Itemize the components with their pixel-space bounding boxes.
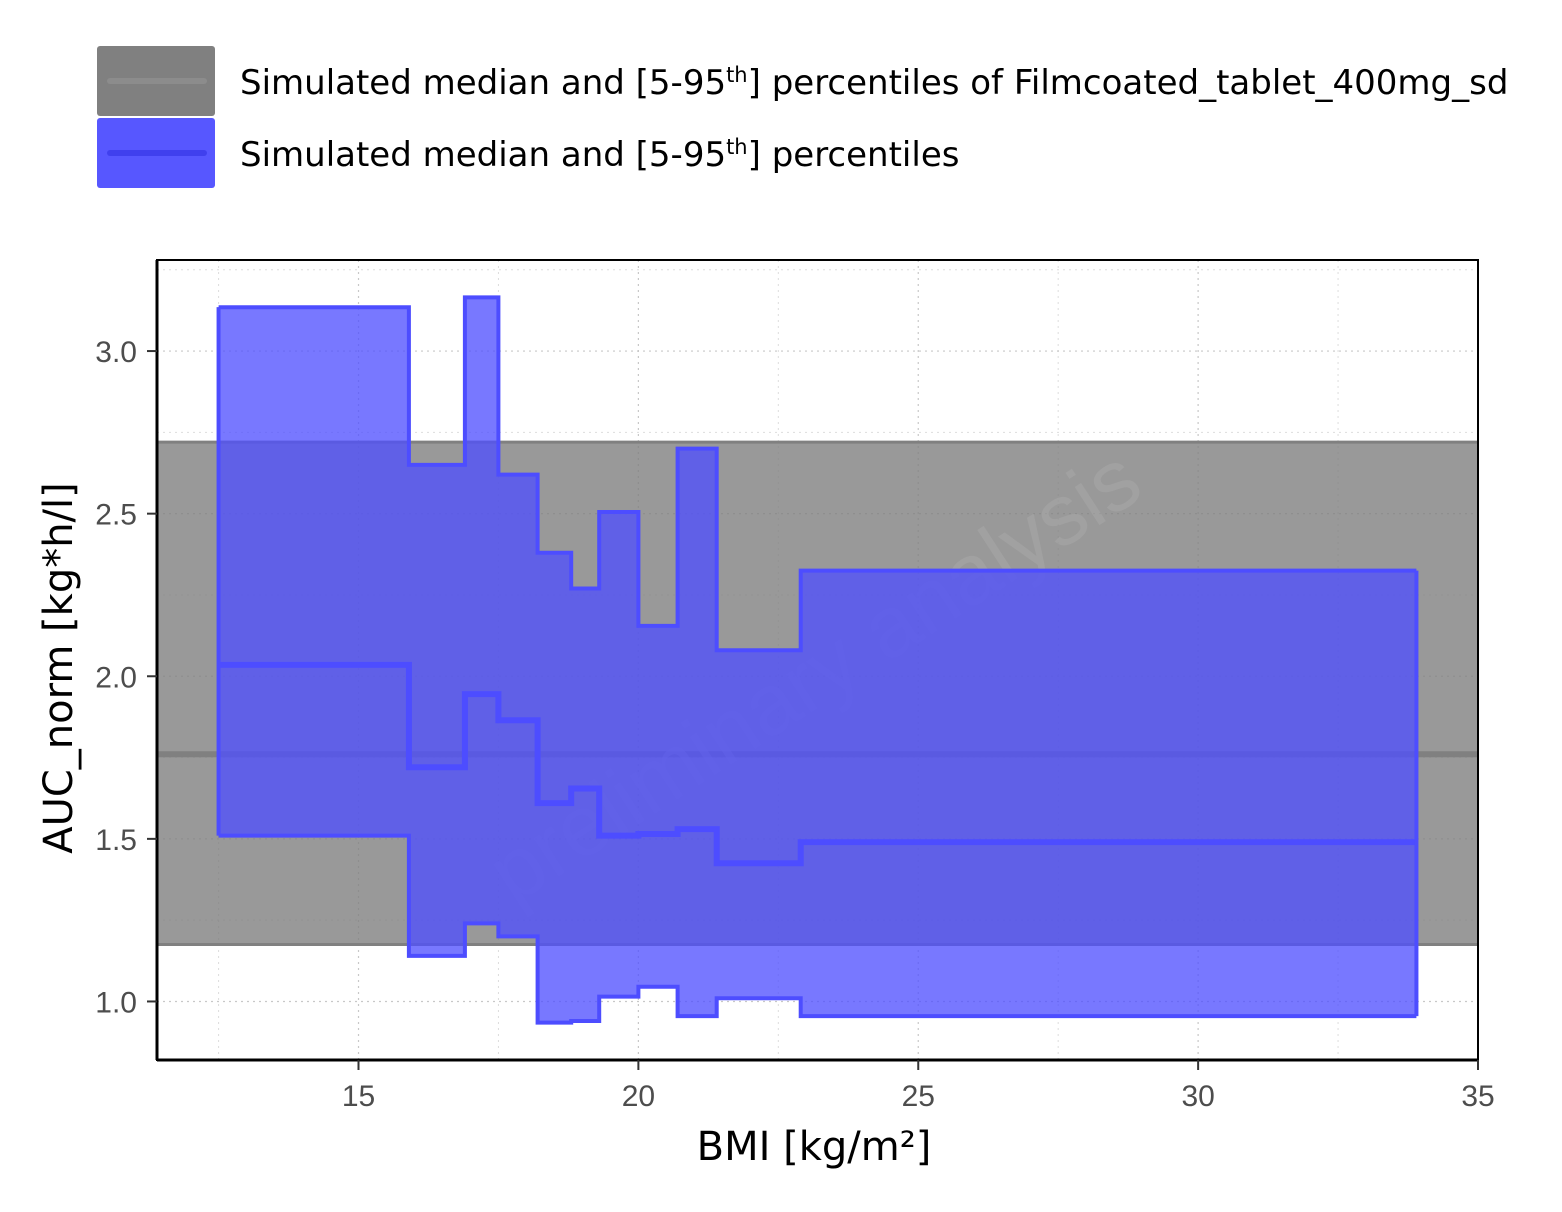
legend: Simulated median and [5-95th] percentile… — [97, 46, 1508, 188]
x-axis-ticks: 15 20 25 30 35 — [342, 1060, 1495, 1113]
y-axis-title: AUC_norm [kg*h/l] — [36, 482, 82, 854]
x-tick-label: 25 — [902, 1080, 935, 1113]
y-tick-label: 2.0 — [95, 661, 137, 694]
y-tick-label: 3.0 — [95, 336, 137, 369]
x-tick-label: 15 — [342, 1080, 375, 1113]
y-tick-label: 2.5 — [95, 499, 137, 532]
x-tick-label: 30 — [1181, 1080, 1214, 1113]
population-band-layer — [216, 295, 1419, 1025]
legend-label-reference: Simulated median and [5-95th] percentile… — [240, 63, 1508, 103]
population-median-line — [218, 661, 1417, 867]
legend-item-population: Simulated median and [5-95th] percentile… — [97, 118, 959, 188]
x-tick-label: 35 — [1461, 1080, 1494, 1113]
population-upper-line — [218, 295, 1417, 653]
x-tick-label: 20 — [622, 1080, 655, 1113]
y-tick-label: 1.0 — [95, 986, 137, 1019]
legend-item-reference: Simulated median and [5-95th] percentile… — [97, 46, 1508, 116]
legend-label-population: Simulated median and [5-95th] percentile… — [240, 135, 959, 175]
x-axis-title: BMI [kg/m²] — [697, 1124, 932, 1170]
population-lower-line — [218, 833, 1417, 1025]
y-axis-ticks: 1.0 1.5 2.0 2.5 3.0 — [95, 336, 157, 1019]
y-tick-label: 1.5 — [95, 824, 137, 857]
